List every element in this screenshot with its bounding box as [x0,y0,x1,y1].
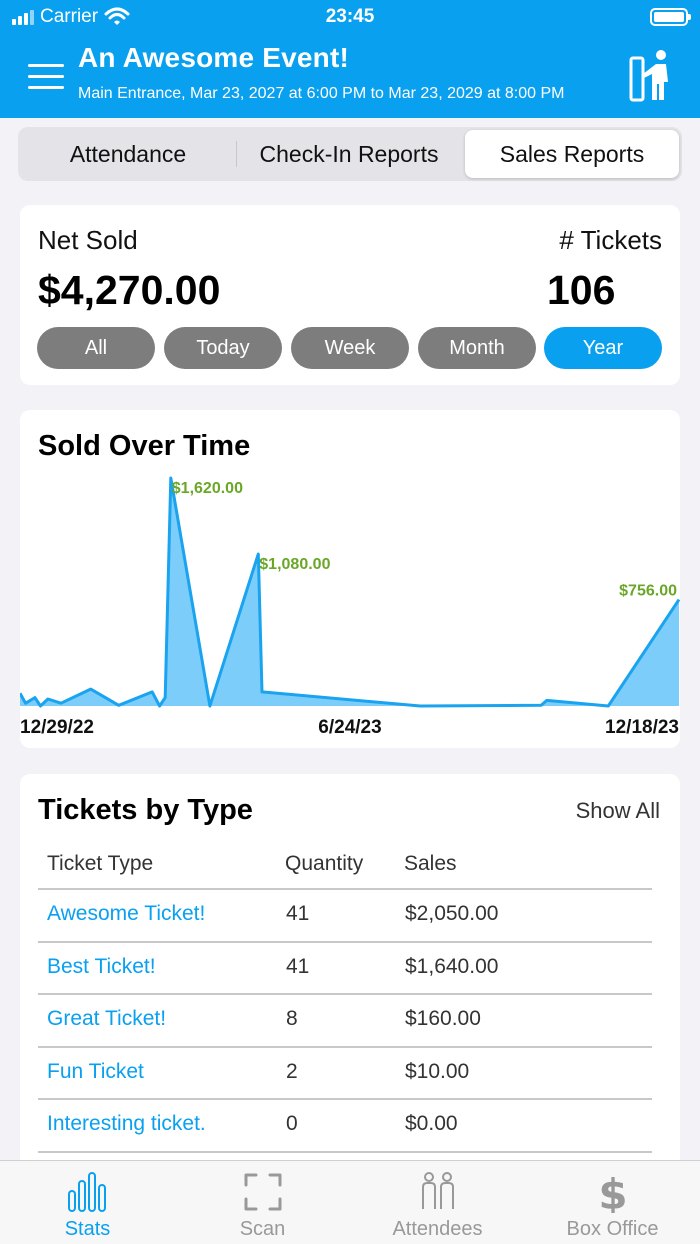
ticket-sales: $160.00 [405,1007,481,1030]
chart-title: Sold Over Time [38,430,251,462]
hamburger-menu-icon[interactable] [28,64,64,90]
table-bottom-rule [38,1150,652,1153]
ticket-type-link[interactable]: Interesting ticket. [47,1112,206,1135]
tabbar-box-office-label: Box Office [566,1218,659,1240]
tickets-by-type-card: Tickets by Type Show All Ticket Type Qua… [20,774,680,1174]
ticket-type-link[interactable]: Best Ticket! [47,954,156,978]
tabbar-attendees[interactable]: Attendees [350,1161,525,1244]
ticket-sales: $1,640.00 [405,954,499,978]
table-row: Fun Ticket 2 $10.00 [38,1045,652,1099]
report-tabs: Attendance Check-In Reports Sales Report… [18,127,682,181]
svg-text:$: $ [598,1171,627,1213]
bar-chart-icon [68,1172,106,1212]
ticket-quantity: 2 [286,1059,298,1083]
tab-sales-reports[interactable]: Sales Reports [465,130,679,178]
event-title: An Awesome Event! [78,42,350,73]
column-header-ticket-type: Ticket Type [47,852,154,875]
period-all-button[interactable]: All [37,327,155,369]
tab-divider [236,141,237,167]
tabbar-scan-label: Scan [239,1218,286,1240]
ticket-sales: $0.00 [405,1112,458,1135]
signal-icon [12,9,34,25]
scan-frame-icon [244,1173,282,1211]
tickets-count-value: 106 [547,267,616,313]
kiosk-person-icon[interactable] [628,48,672,104]
status-bar: Carrier 23:45 [0,0,700,36]
ticket-type-link[interactable]: Great Ticket! [47,1007,167,1030]
show-all-link[interactable]: Show All [575,798,660,823]
status-time: 23:45 [325,6,375,27]
carrier-label: Carrier [40,6,99,27]
tabbar-box-office[interactable]: $ Box Office [525,1161,700,1244]
bottom-tab-bar: Stats Scan Attendees $ Box Office [0,1160,700,1244]
ticket-quantity: 41 [286,954,310,978]
period-today-button[interactable]: Today [164,327,282,369]
ticket-type-link[interactable]: Fun Ticket [47,1059,144,1083]
table-row: Interesting ticket. 0 $0.00 [38,1098,652,1151]
period-year-button[interactable]: Year [544,327,662,369]
sales-area [20,478,679,706]
event-subtitle: Main Entrance, Mar 23, 2027 at 6:00 PM t… [78,85,565,102]
ticket-sales: $2,050.00 [405,902,499,925]
table-row: Great Ticket! 8 $160.00 [38,993,652,1046]
period-week-button[interactable]: Week [291,327,409,369]
net-sold-value: $4,270.00 [38,267,221,313]
battery-icon [650,8,691,26]
tickets-count-label: # Tickets [559,225,662,255]
tabbar-stats-label: Stats [64,1218,111,1240]
tickets-by-type-title: Tickets by Type [38,794,253,826]
ticket-quantity: 41 [286,902,310,925]
ticket-quantity: 0 [286,1112,298,1135]
column-header-quantity: Quantity [285,852,364,875]
tab-check-in-reports[interactable]: Check-In Reports [259,140,439,167]
table-row: Best Ticket! 41 $1,640.00 [38,940,652,994]
ticket-sales: $10.00 [405,1059,470,1083]
tabbar-stats[interactable]: Stats [0,1161,175,1244]
tickets-table: Awesome Ticket! 41 $2,050.00 Best Ticket! 41… [38,888,652,1153]
x-tick-label: 12/18/23 [605,717,679,738]
sales-line [20,476,680,708]
sold-over-time-chart: $1,620.00 $1,080.00 $756.00 12/29/22 6/24/23… [20,476,680,738]
tabbar-attendees-label: Attendees [392,1218,483,1240]
x-tick-label: 6/24/23 [318,717,381,738]
data-label: $1,080.00 [259,556,330,573]
app-header: Carrier 23:45 An Awesome Event! Main Ent… [0,0,700,118]
column-header-sales: Sales [404,852,457,875]
wifi-icon [104,7,130,25]
data-label: $756.00 [619,583,677,600]
tab-attendance[interactable]: Attendance [69,140,187,167]
x-tick-label: 12/29/22 [20,717,94,738]
ticket-type-link[interactable]: Awesome Ticket! [47,902,206,925]
sold-over-time-card: Sold Over Time $1,620.00 $1,080.00 $756.00… [20,410,680,748]
net-sold-label: Net Sold [38,225,138,255]
attendees-icon [422,1172,454,1209]
summary-card: Net Sold $4,270.00 # Tickets 106 All Tod… [20,205,680,385]
table-row: Awesome Ticket! 41 $2,050.00 [38,888,652,941]
data-label: $1,620.00 [172,480,243,497]
dollar-icon: $ [598,1171,627,1213]
period-month-button[interactable]: Month [418,327,536,369]
status-left: Carrier [12,6,130,28]
tabbar-scan[interactable]: Scan [175,1161,350,1244]
ticket-quantity: 8 [286,1007,298,1030]
